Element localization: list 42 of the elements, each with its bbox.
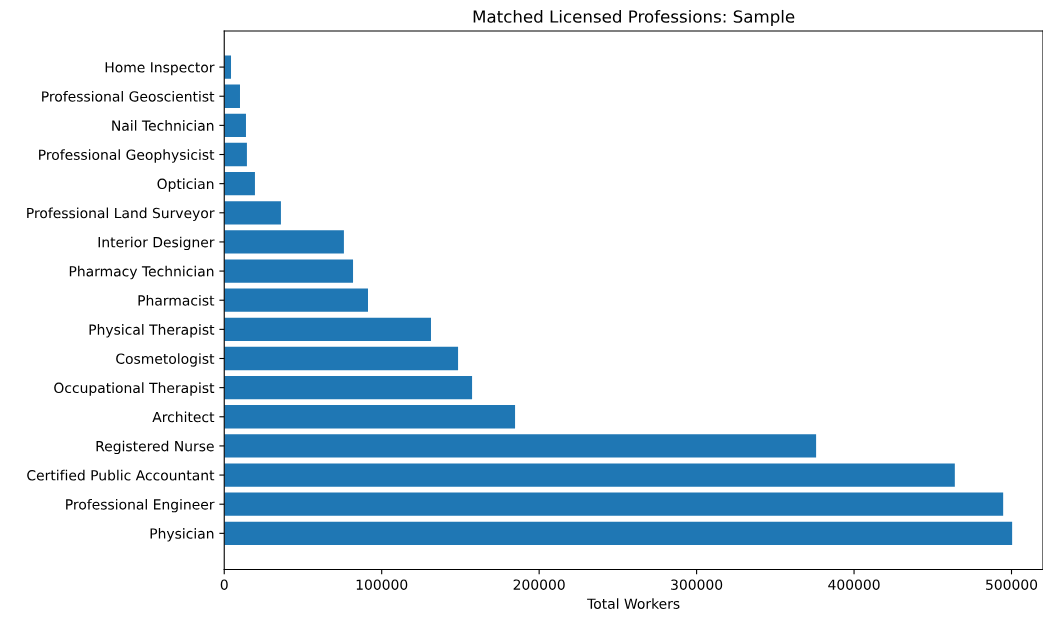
bar xyxy=(224,434,817,458)
y-tick-label: Home Inspector xyxy=(105,62,215,76)
chart-title: Matched Licensed Professions: Sample xyxy=(473,9,795,27)
bar xyxy=(224,521,1013,545)
x-tick-label: 400000 xyxy=(828,579,880,590)
y-tick-label: Architect xyxy=(152,411,215,423)
x-tick-label: 500000 xyxy=(986,579,1038,590)
y-tick-label: Registered Nurse xyxy=(96,440,214,455)
bar xyxy=(224,463,955,487)
bar xyxy=(224,288,368,312)
y-tick-label: Optician xyxy=(157,178,214,192)
bar xyxy=(224,375,473,400)
bar xyxy=(224,201,281,225)
bar xyxy=(224,317,431,342)
y-tick-label: Physical Therapist xyxy=(89,324,215,338)
y-tick-label: Pharmacist xyxy=(138,294,215,306)
bar xyxy=(224,55,232,79)
x-tick-label: 200000 xyxy=(513,579,565,590)
bar xyxy=(224,346,459,371)
x-tick-label: 0 xyxy=(220,579,228,590)
y-tick-label: Certified Public Accountant xyxy=(27,469,215,481)
bar xyxy=(224,405,516,429)
bar xyxy=(224,84,240,108)
y-tick-label: Professional Land Surveyor xyxy=(27,207,215,221)
y-tick-label: Interior Designer xyxy=(98,236,215,251)
bar xyxy=(224,113,246,138)
y-tick-label: Physician xyxy=(150,528,214,542)
x-tick-label: 100000 xyxy=(356,579,408,590)
bar xyxy=(224,492,1004,516)
bar xyxy=(224,171,255,196)
y-tick-label: Pharmacy Technician xyxy=(69,265,214,280)
x-tick-label: 300000 xyxy=(671,579,723,590)
y-tick-label: Occupational Therapist xyxy=(54,382,215,396)
bar xyxy=(224,230,344,254)
y-tick-label: Nail Technician xyxy=(112,120,214,131)
x-axis-title: Total Workers xyxy=(587,598,680,609)
y-tick-label: Cosmetologist xyxy=(116,353,215,367)
bar xyxy=(224,142,247,167)
y-tick-label: Professional Engineer xyxy=(66,498,215,513)
y-tick-label: Professional Geophysicist xyxy=(39,149,215,163)
bar xyxy=(224,259,354,283)
y-tick-label: Professional Geoscientist xyxy=(42,90,215,102)
